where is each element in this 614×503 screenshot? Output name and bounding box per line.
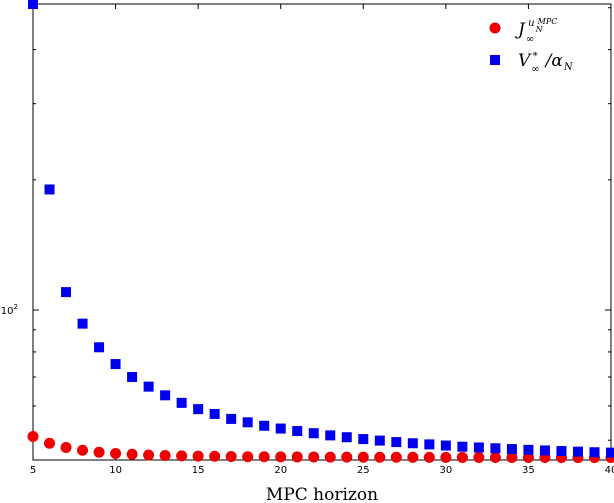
- data-point-square: [606, 447, 614, 458]
- data-point-circle: [27, 430, 39, 442]
- data-point-square: [341, 432, 352, 443]
- data-point-square: [457, 441, 468, 452]
- data-point-square: [523, 444, 534, 455]
- data-point-square: [490, 443, 501, 454]
- data-point-square: [374, 435, 385, 446]
- data-point-circle: [440, 451, 452, 463]
- data-point-square: [539, 445, 550, 456]
- data-point-square: [110, 359, 121, 370]
- data-point-circle: [324, 451, 336, 463]
- data-point-square: [589, 447, 600, 458]
- legend: J∞uNMPC V∞*/αN: [478, 10, 608, 75]
- data-point-circle: [423, 451, 435, 463]
- data-point-square: [424, 439, 435, 450]
- data-point-circle: [308, 451, 320, 463]
- data-point-circle: [143, 449, 155, 461]
- data-point-square: [242, 417, 253, 428]
- data-point-circle: [192, 450, 204, 462]
- data-point-square: [440, 440, 451, 451]
- data-point-circle: [77, 444, 89, 456]
- data-point-square: [77, 318, 88, 329]
- data-point-circle: [341, 451, 353, 463]
- y-tick-label-base: 10: [1, 306, 14, 317]
- plot-area: [32, 3, 612, 461]
- data-point-circle: [242, 451, 254, 463]
- data-point-square: [61, 287, 72, 298]
- data-point-square: [358, 434, 369, 445]
- data-point-square: [259, 420, 270, 431]
- x-tick-label: 30: [439, 465, 452, 476]
- x-tick-label: 15: [192, 465, 205, 476]
- data-point-square: [176, 397, 187, 408]
- data-point-square: [160, 390, 171, 401]
- data-point-square: [226, 413, 237, 424]
- y-tick-label: 102: [1, 303, 18, 317]
- data-point-circle: [291, 451, 303, 463]
- data-point-circle: [506, 451, 518, 463]
- y-axis-ticks: 102: [1, 7, 611, 441]
- x-tick-label: 40: [605, 465, 614, 476]
- y-tick-label-exponent: 2: [14, 303, 18, 311]
- data-point-circle: [209, 450, 221, 462]
- x-tick-label: 25: [357, 465, 370, 476]
- data-point-square: [28, 0, 38, 9]
- x-tick-label: 35: [522, 465, 535, 476]
- x-tick-label: 5: [30, 465, 36, 476]
- data-point-circle: [93, 446, 105, 458]
- data-point-circle: [489, 451, 501, 463]
- legend-marker-series-1: [489, 22, 501, 34]
- data-point-square: [94, 342, 105, 353]
- data-point-circle: [407, 451, 419, 463]
- data-point-square: [391, 437, 402, 448]
- data-point-square: [506, 444, 517, 455]
- data-point-square: [292, 426, 303, 437]
- data-point-square: [308, 428, 319, 439]
- data-point-circle: [357, 451, 369, 463]
- data-point-square: [325, 430, 336, 441]
- series-2: [28, 0, 614, 458]
- data-point-circle: [126, 448, 138, 460]
- data-point-circle: [225, 450, 237, 462]
- data-point-square: [275, 423, 286, 434]
- data-point-circle: [60, 441, 72, 453]
- data-point-circle: [176, 450, 188, 462]
- data-point-circle: [374, 451, 386, 463]
- series-layer: [27, 0, 614, 464]
- data-point-square: [407, 438, 418, 449]
- data-point-square: [473, 442, 484, 453]
- data-point-square: [556, 446, 567, 457]
- data-point-square: [193, 404, 204, 415]
- data-point-circle: [275, 451, 287, 463]
- data-point-square: [209, 408, 220, 419]
- x-axis-label: MPC horizon: [266, 485, 378, 503]
- data-point-circle: [390, 451, 402, 463]
- data-point-square: [572, 446, 583, 457]
- data-point-circle: [44, 437, 56, 449]
- data-point-circle: [110, 447, 122, 459]
- data-point-square: [127, 372, 138, 383]
- legend-marker-series-2: [490, 55, 500, 65]
- data-point-square: [143, 381, 154, 392]
- data-point-circle: [473, 451, 485, 463]
- x-tick-label: 10: [109, 465, 122, 476]
- data-point-circle: [456, 451, 468, 463]
- data-point-circle: [159, 449, 171, 461]
- data-point-square: [44, 184, 55, 195]
- data-point-circle: [258, 451, 270, 463]
- x-tick-label: 20: [274, 465, 287, 476]
